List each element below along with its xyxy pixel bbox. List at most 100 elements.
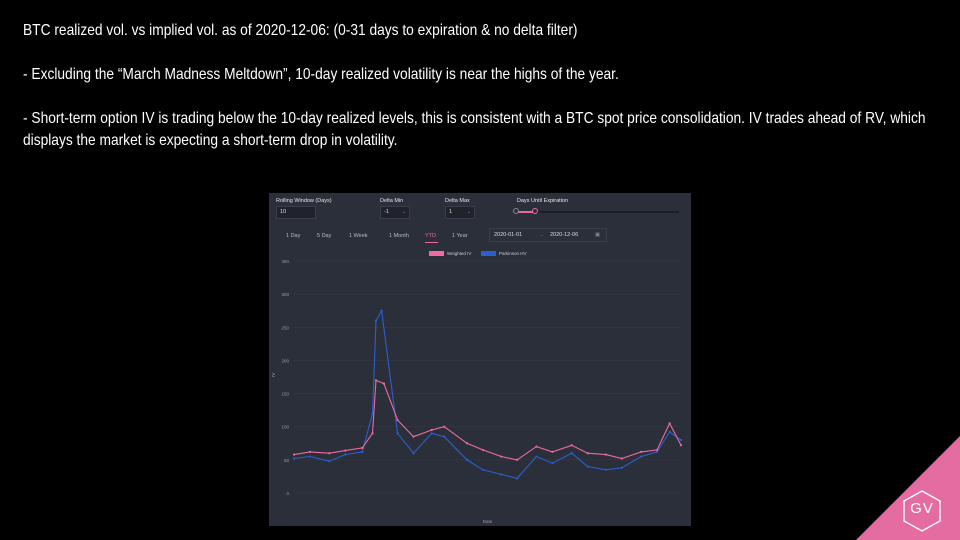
data-point xyxy=(465,442,469,445)
y-tick-label: 350 xyxy=(281,259,289,264)
data-point xyxy=(361,446,364,450)
data-point xyxy=(430,428,433,432)
data-point xyxy=(292,457,296,460)
data-point xyxy=(374,319,378,322)
days-until-expiration-label: Days Until Expiration xyxy=(517,198,569,204)
data-point xyxy=(500,473,503,476)
slider-fill xyxy=(516,211,535,213)
data-point xyxy=(328,460,331,463)
date-end[interactable]: 2020-12-06 xyxy=(550,232,579,238)
tab-1-year[interactable]: 1 Year xyxy=(452,233,468,239)
data-point xyxy=(481,468,485,471)
bullet-iv-vs-rv: - Short-term option IV is trading below … xyxy=(23,110,926,149)
data-point xyxy=(515,477,519,480)
data-point xyxy=(443,435,446,438)
data-point xyxy=(361,450,364,454)
data-point xyxy=(292,453,296,456)
data-point xyxy=(640,455,643,458)
tab-1-month[interactable]: 1 Month xyxy=(389,233,409,239)
gv-logo-hexagon-icon xyxy=(903,490,941,532)
data-point xyxy=(655,448,659,452)
gv-logo-text: GV xyxy=(910,500,934,517)
legend-swatch xyxy=(481,251,496,256)
slide-title: BTC realized vol. vs implied vol. as of … xyxy=(23,22,578,39)
legend-label: Parkinson HV xyxy=(499,251,527,256)
data-point xyxy=(308,455,312,458)
tab-1-week[interactable]: 1 Week xyxy=(349,233,368,239)
legend-swatch xyxy=(429,251,444,256)
data-point xyxy=(679,444,683,447)
data-point xyxy=(380,309,383,312)
calendar-icon[interactable]: ▣ xyxy=(595,232,601,238)
series-line xyxy=(293,308,682,480)
data-point xyxy=(481,448,485,452)
legend-label: Weighted IV xyxy=(447,251,471,256)
delta-min-select[interactable]: -1 ⌄ xyxy=(380,206,410,219)
delta-min-label: Delta Min xyxy=(380,198,404,204)
iv-rv-chart: 0 50 100 150 200 250 300 350 IV Date Weighted IV Pa… xyxy=(271,251,683,524)
data-point xyxy=(465,458,469,461)
data-point xyxy=(604,468,607,471)
delta-max-select[interactable]: 1 ⌄ xyxy=(445,206,475,219)
rolling-window-value: 10 xyxy=(280,209,287,215)
y-tick-label: 50 xyxy=(284,458,290,463)
data-point xyxy=(374,379,378,382)
data-point xyxy=(535,445,538,448)
data-point xyxy=(443,425,446,428)
y-tick-label: 0 xyxy=(286,491,289,496)
data-point xyxy=(344,449,347,452)
delta-min-value: -1 xyxy=(384,209,389,215)
slider-handle-min[interactable] xyxy=(513,208,519,214)
data-point xyxy=(344,453,347,456)
data-point xyxy=(551,450,554,454)
y-tick-label: 250 xyxy=(281,325,289,330)
data-point xyxy=(430,432,433,435)
data-point xyxy=(586,465,589,468)
slider-handle-max[interactable] xyxy=(532,208,538,214)
data-point xyxy=(308,450,312,454)
data-point xyxy=(371,432,374,435)
data-point xyxy=(515,458,519,461)
data-point xyxy=(640,450,643,454)
data-point xyxy=(570,452,573,455)
date-range-picker[interactable]: 2020-01-01 → 2020-12-06 ▣ xyxy=(489,228,607,242)
date-start[interactable]: 2020-01-01 xyxy=(494,232,523,238)
data-point xyxy=(679,438,683,442)
data-point xyxy=(620,466,623,469)
series-line xyxy=(293,379,682,461)
data-point xyxy=(586,452,589,455)
chevron-down-icon: ⌄ xyxy=(401,209,406,215)
data-point xyxy=(668,422,671,425)
data-point xyxy=(396,418,399,422)
y-tick-label: 300 xyxy=(281,292,289,297)
rolling-window-input[interactable]: 10 xyxy=(276,206,316,219)
data-point xyxy=(412,452,415,455)
y-tick-label: 100 xyxy=(281,425,289,430)
slide-text: BTC realized vol. vs implied vol. as of … xyxy=(23,20,938,152)
data-point xyxy=(668,430,671,434)
delta-max-value: 1 xyxy=(449,209,453,215)
x-axis-label: Date xyxy=(483,519,493,524)
rolling-window-label: Rolling Window (Days) xyxy=(276,198,332,204)
chevron-down-icon: ⌄ xyxy=(466,209,471,215)
days-until-expiration-slider[interactable] xyxy=(513,208,679,214)
delta-max-label: Delta Max xyxy=(445,198,470,204)
dashboard-panel: Rolling Window (Days) 10 Delta Min -1 ⌄ … xyxy=(269,193,691,526)
tab-5-day[interactable]: 5 Day xyxy=(317,233,332,239)
data-point xyxy=(620,457,623,460)
data-point xyxy=(371,412,374,415)
data-point xyxy=(328,452,331,455)
data-point xyxy=(655,450,659,454)
tab-ytd[interactable]: YTD xyxy=(425,233,436,239)
tab-1-day[interactable]: 1 Day xyxy=(286,233,301,239)
y-tick-label: 150 xyxy=(281,392,289,397)
data-point xyxy=(604,453,607,456)
date-range-arrow-icon: → xyxy=(539,232,545,238)
data-point xyxy=(570,444,573,447)
data-point xyxy=(535,455,538,458)
data-point xyxy=(382,382,386,385)
data-point xyxy=(551,462,554,465)
bullet-realized-vol: - Excluding the “March Madness Meltdown”… xyxy=(23,66,619,83)
active-tab-indicator xyxy=(425,242,438,243)
y-axis-label: IV xyxy=(271,373,276,377)
